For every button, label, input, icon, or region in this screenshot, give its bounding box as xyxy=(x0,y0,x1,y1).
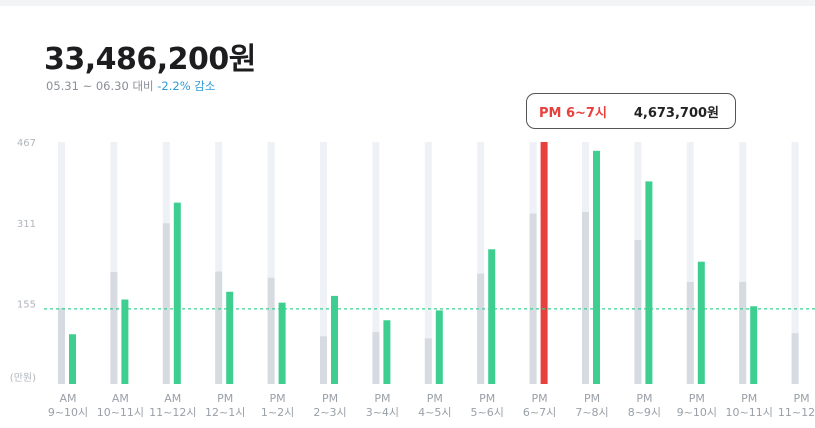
x-label-period: PM xyxy=(794,392,810,405)
tooltip-value: 4,673,700원 xyxy=(633,105,719,121)
x-label-period: PM xyxy=(427,392,443,405)
current-bar xyxy=(278,302,286,384)
chart-tooltip: PM 6~7시 4,673,700원 xyxy=(526,93,736,129)
current-bar xyxy=(69,334,76,384)
bar-track xyxy=(739,142,747,384)
x-label-period: PM xyxy=(322,392,338,405)
x-label-period: PM xyxy=(270,392,286,405)
comparison-period: 05.31 ~ 06.30 대비 xyxy=(46,79,154,93)
comparison-delta: -2.2% 감소 xyxy=(157,79,216,93)
comparison-line: 05.31 ~ 06.30 대비 -2.2% 감소 xyxy=(46,78,215,94)
x-label-hours: 10~11시 xyxy=(97,406,144,419)
x-label-period: PM xyxy=(636,392,652,405)
x-label-hours: 9~10시 xyxy=(677,406,717,419)
x-label-period: AM xyxy=(164,392,181,405)
y-tick-label: 467 xyxy=(17,138,36,149)
x-label-hours: 12~1시 xyxy=(205,406,245,419)
previous-bar xyxy=(215,271,223,384)
previous-bar xyxy=(267,277,275,384)
y-unit-label: (만원) xyxy=(10,372,36,384)
current-bar xyxy=(331,295,338,384)
current-bar xyxy=(593,150,600,384)
previous-bar xyxy=(582,211,589,384)
x-label-hours: 9~10시 xyxy=(48,406,88,419)
x-label-hours: 8~9시 xyxy=(628,406,661,419)
previous-bar xyxy=(634,239,642,384)
previous-bar xyxy=(162,223,170,384)
x-label-hours: 2~3시 xyxy=(313,406,346,419)
previous-bar xyxy=(58,307,65,384)
bar-track xyxy=(477,142,485,384)
current-bar xyxy=(435,310,443,384)
x-label-period: PM xyxy=(217,392,233,405)
highlighted-bar xyxy=(540,142,548,384)
previous-bar xyxy=(320,336,327,384)
x-label-period: PM xyxy=(689,392,705,405)
x-label-hours: 5~6시 xyxy=(471,406,504,419)
current-bar xyxy=(121,299,129,384)
total-amount: 33,486,200원 xyxy=(44,42,256,77)
x-label-period: PM xyxy=(479,392,495,405)
previous-bar xyxy=(110,272,118,384)
previous-bar xyxy=(529,213,537,384)
top-divider xyxy=(0,0,815,6)
x-label-hours: 10~11시 xyxy=(726,406,773,419)
previous-bar xyxy=(791,333,799,384)
x-label-hours: 7~8시 xyxy=(575,406,608,419)
x-label-period: AM xyxy=(112,392,129,405)
x-label-period: PM xyxy=(584,392,600,405)
bar-track xyxy=(686,142,694,384)
x-label-hours: 4~5시 xyxy=(418,406,451,419)
previous-bar xyxy=(477,273,485,384)
bar-track xyxy=(110,142,118,384)
x-label-hours: 6~7시 xyxy=(523,406,556,419)
bar-track xyxy=(58,142,65,384)
x-label-period: PM xyxy=(374,392,390,405)
tooltip-label: PM 6~7시 xyxy=(539,105,607,121)
x-label-hours: 11~12시 xyxy=(149,406,196,419)
x-label-period: PM xyxy=(741,392,757,405)
current-bar xyxy=(645,181,653,384)
current-bar xyxy=(697,261,705,384)
previous-bar xyxy=(739,281,747,384)
current-bar xyxy=(750,306,758,384)
bar-track xyxy=(320,142,327,384)
x-label-hours: 1~2시 xyxy=(261,406,294,419)
bar-track xyxy=(791,142,799,384)
bar-track xyxy=(267,142,275,384)
x-label-period: PM xyxy=(532,392,548,405)
current-bar xyxy=(383,320,391,384)
x-label-hours: 11~12시 xyxy=(778,406,815,419)
current-bar xyxy=(173,202,181,384)
current-bar xyxy=(226,291,234,384)
bar-track xyxy=(424,142,432,384)
x-label-period: AM xyxy=(59,392,76,405)
bar-track xyxy=(215,142,223,384)
bar-track xyxy=(372,142,380,384)
previous-bar xyxy=(686,281,694,384)
current-bar xyxy=(488,249,496,384)
y-tick-label: 311 xyxy=(17,219,36,230)
x-label-hours: 3~4시 xyxy=(366,406,399,419)
previous-bar xyxy=(424,338,432,384)
y-tick-label: 155 xyxy=(17,300,36,311)
previous-bar xyxy=(372,332,380,384)
